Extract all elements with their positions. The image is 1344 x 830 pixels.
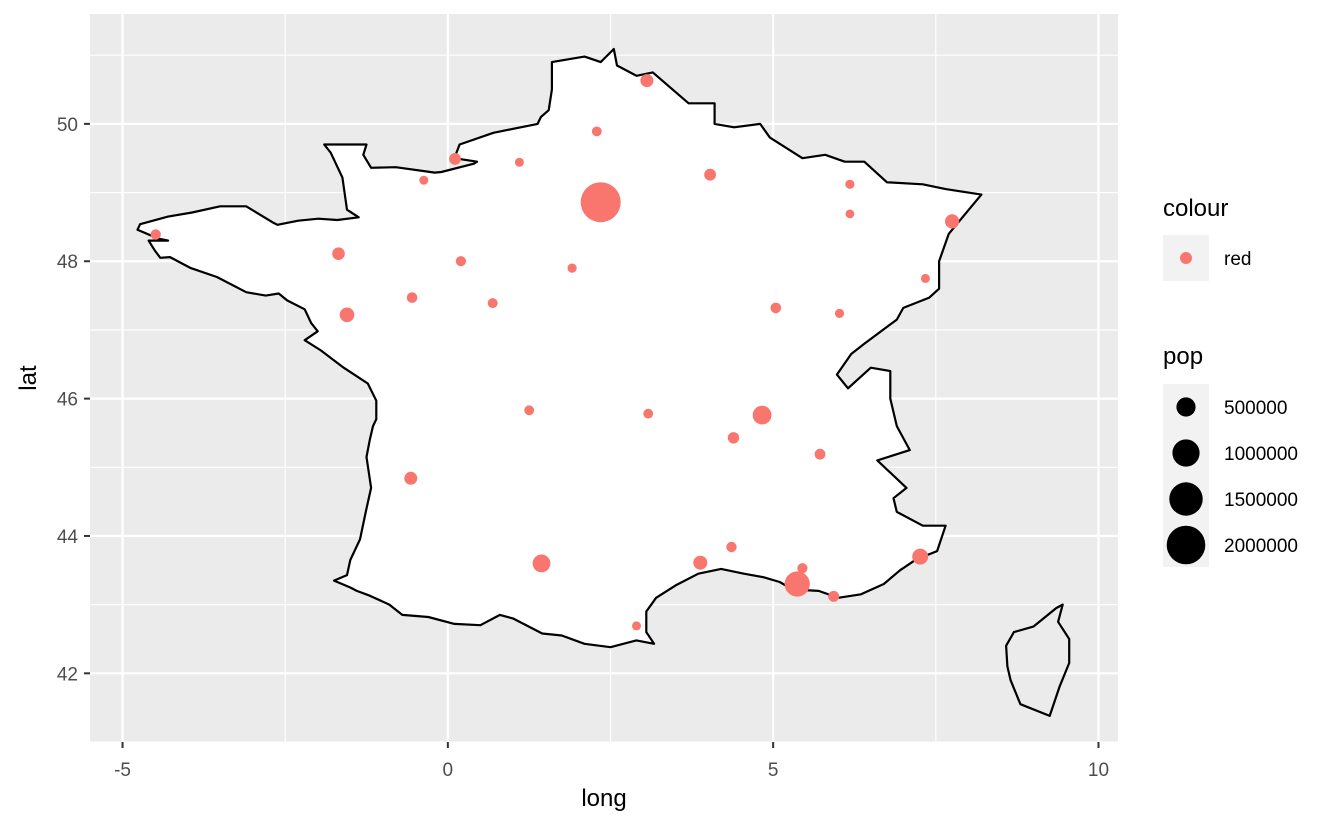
city-point <box>784 571 810 597</box>
city-point <box>770 302 782 314</box>
x-tick-label: 10 <box>1088 760 1109 781</box>
y-axis-label: lat <box>15 365 42 391</box>
legend-size-label: 2000000 <box>1224 536 1298 557</box>
city-point <box>920 273 930 283</box>
city-point <box>845 179 855 189</box>
city-point <box>332 247 345 260</box>
corsica-outline <box>1005 603 1071 717</box>
city-point <box>514 157 524 167</box>
city-point <box>567 263 577 273</box>
city-point <box>640 74 654 88</box>
legend-size-items: 500000 1000000 1500000 2000000 <box>1166 397 1298 565</box>
mainland-france-outline <box>136 47 983 649</box>
city-point <box>150 229 161 240</box>
legend-size-dot <box>1169 482 1203 516</box>
x-axis-label: long <box>581 785 626 812</box>
city-point <box>834 308 845 318</box>
city-point <box>727 432 740 444</box>
city-point <box>828 590 840 602</box>
city-point <box>449 153 461 165</box>
legend-colour-dot <box>1180 252 1192 264</box>
city-point <box>814 448 826 460</box>
city-point <box>643 408 654 419</box>
city-point <box>726 541 737 553</box>
city-point <box>945 214 960 229</box>
city-point <box>693 555 708 570</box>
country-outlines <box>136 47 1071 717</box>
city-point <box>752 405 772 425</box>
city-points <box>150 74 960 631</box>
y-tick-label: 44 <box>57 527 79 548</box>
legend-size-label: 1000000 <box>1224 444 1298 465</box>
legend-size-label: 1500000 <box>1224 490 1298 511</box>
legend-colour-title: colour <box>1163 195 1228 222</box>
legend-size-label: 500000 <box>1224 398 1287 419</box>
city-point <box>797 563 808 574</box>
city-point <box>455 256 466 267</box>
x-tick-label: 0 <box>443 760 454 781</box>
city-point <box>406 292 418 303</box>
legend-colour-item: red <box>1224 249 1251 270</box>
legend-size-title: pop <box>1163 343 1203 370</box>
city-point <box>591 126 602 137</box>
city-point <box>580 182 621 223</box>
city-point <box>704 168 716 181</box>
city-point <box>632 621 641 631</box>
legend-size-dot <box>1172 439 1200 467</box>
y-tick-label: 46 <box>57 390 78 411</box>
y-tick-label: 50 <box>57 115 78 136</box>
city-point <box>524 405 535 416</box>
city-point <box>419 175 429 185</box>
y-tick-label: 42 <box>57 664 78 685</box>
city-point <box>339 307 355 323</box>
city-point <box>845 209 855 219</box>
city-point <box>532 554 551 573</box>
axes: -5 0 5 10 42 44 46 48 50 <box>57 115 1109 781</box>
city-point <box>912 548 929 565</box>
x-tick-label: -5 <box>114 760 131 781</box>
legend-size-dot <box>1166 525 1206 565</box>
x-tick-label: 5 <box>768 760 779 781</box>
city-point <box>404 471 418 485</box>
y-tick-label: 48 <box>57 252 78 273</box>
legend: colour red pop 500000 1000000 1500000 20000… <box>1163 195 1298 567</box>
city-point <box>487 298 498 309</box>
legend-size-dot <box>1176 397 1196 417</box>
